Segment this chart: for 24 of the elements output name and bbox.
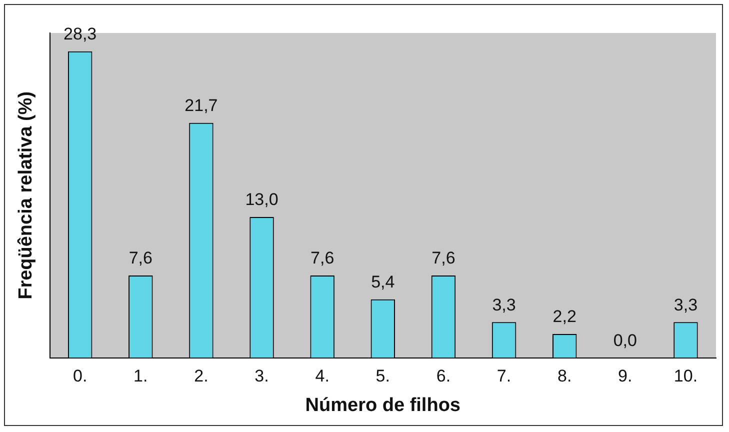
x-tick-label: 7. bbox=[496, 366, 512, 386]
data-label: 3,3 bbox=[492, 295, 516, 314]
data-label: 7,6 bbox=[128, 248, 152, 268]
data-label: 2,2 bbox=[552, 307, 576, 326]
data-label: 7,6 bbox=[432, 248, 456, 268]
x-tick-label: 4. bbox=[315, 366, 330, 386]
x-axis-title: Número de filhos bbox=[305, 394, 460, 416]
x-tick-label: 5. bbox=[376, 366, 390, 386]
x-tick-label: 2. bbox=[194, 366, 208, 386]
data-label: 21,7 bbox=[184, 96, 218, 116]
x-tick-label: 8. bbox=[557, 366, 572, 386]
x-tick-label: 6. bbox=[436, 366, 451, 386]
data-label: 28,3 bbox=[64, 24, 97, 44]
x-tick-label: 9. bbox=[618, 366, 632, 386]
x-tick-label: 0. bbox=[72, 366, 88, 386]
data-label: 0,0 bbox=[613, 330, 637, 350]
x-tick-label: 3. bbox=[254, 366, 269, 386]
x-tick-label: 1. bbox=[134, 366, 148, 386]
data-label: 7,6 bbox=[310, 248, 334, 268]
data-label: 13,0 bbox=[245, 190, 278, 210]
y-axis-title: Freqüência relativa (%) bbox=[16, 91, 37, 300]
data-label: 5,4 bbox=[371, 272, 395, 292]
data-label: 3,3 bbox=[674, 295, 698, 314]
x-tick-label: 10. bbox=[674, 366, 698, 386]
